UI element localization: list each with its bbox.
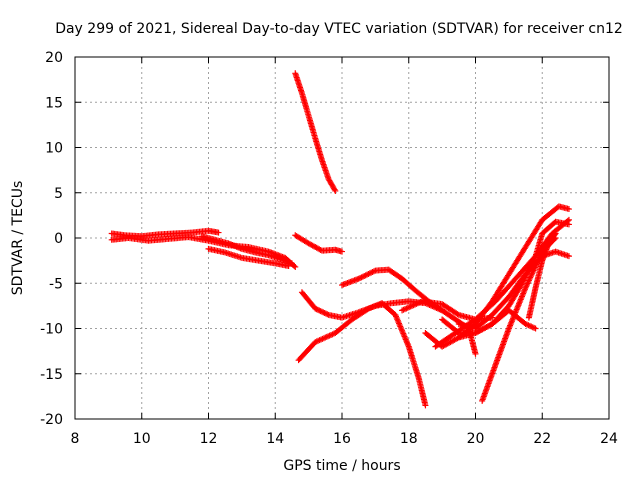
- series-track-a: [108, 227, 222, 240]
- y-tick-label: 20: [45, 50, 63, 66]
- data-point: [321, 310, 328, 317]
- data-point: [565, 206, 572, 213]
- data-point: [369, 268, 376, 275]
- data-point: [472, 350, 479, 357]
- data-point: [314, 306, 321, 313]
- ticks: 8 10 12 14 16 18 20 22 24 -20 -15 -10 -5 0 5 10 15 20: [40, 50, 618, 447]
- data-point: [358, 274, 365, 281]
- data-point: [331, 186, 338, 193]
- series-track-h: [295, 300, 429, 409]
- data-point: [366, 270, 373, 277]
- data-point: [532, 325, 539, 332]
- data-point: [368, 269, 375, 276]
- data-point: [362, 272, 369, 279]
- series-track-p: [439, 307, 539, 337]
- x-tick-label: 8: [71, 431, 80, 447]
- x-tick-label: 18: [400, 431, 418, 447]
- data-point: [332, 187, 339, 194]
- chart-title: Day 299 of 2021, Sidereal Day-to-day VTE…: [55, 21, 623, 37]
- y-tick-label: -10: [40, 322, 63, 338]
- data-point: [551, 231, 558, 238]
- y-tick-label: 0: [54, 231, 63, 247]
- y-tick-label: 10: [45, 141, 63, 157]
- data-point: [312, 305, 319, 312]
- data-point: [454, 329, 461, 336]
- data-point: [288, 260, 295, 267]
- x-tick-label: 16: [333, 431, 351, 447]
- x-tick-label: 14: [266, 431, 284, 447]
- data-point: [339, 248, 345, 255]
- y-tick-label: 5: [54, 186, 63, 202]
- data-point: [552, 230, 559, 237]
- data-point: [364, 271, 371, 278]
- data-point: [365, 270, 372, 277]
- data-point: [565, 253, 572, 260]
- y-tick-label: -5: [49, 276, 63, 292]
- data-point: [370, 268, 377, 275]
- data-point: [215, 229, 222, 236]
- series-track-j: [399, 298, 496, 323]
- x-tick-label: 24: [600, 431, 618, 447]
- y-axis-label: SDTVAR / TECUs: [10, 181, 26, 296]
- x-tick-label: 20: [467, 431, 485, 447]
- data-point: [355, 275, 362, 282]
- data-point: [422, 402, 429, 409]
- data-point: [322, 310, 329, 317]
- y-tick-label: -20: [40, 412, 63, 428]
- data-point: [454, 311, 461, 318]
- series-track-f: [292, 232, 345, 255]
- data-point: [361, 273, 368, 280]
- y-tick-label: 15: [45, 95, 63, 111]
- x-axis-label: GPS time / hours: [283, 458, 400, 474]
- data-point: [318, 308, 325, 315]
- data-point: [316, 307, 323, 314]
- data-point: [359, 273, 366, 280]
- series-track-c: [198, 233, 295, 267]
- series-layer: [108, 70, 572, 409]
- data-point: [364, 306, 371, 313]
- data-point: [313, 306, 320, 313]
- series-track-e: [292, 70, 339, 194]
- x-tick-label: 22: [533, 431, 551, 447]
- x-tick-label: 10: [133, 431, 151, 447]
- data-point: [292, 263, 299, 270]
- series-track-q: [525, 230, 559, 321]
- series-track-d: [205, 245, 292, 270]
- data-point: [317, 308, 324, 315]
- data-point: [285, 263, 292, 270]
- data-point: [320, 309, 327, 316]
- data-point: [565, 221, 572, 228]
- y-tick-label: -15: [40, 367, 63, 383]
- data-point: [357, 275, 364, 282]
- x-tick-label: 12: [200, 431, 218, 447]
- data-point: [324, 311, 331, 318]
- series-track-o: [455, 248, 572, 332]
